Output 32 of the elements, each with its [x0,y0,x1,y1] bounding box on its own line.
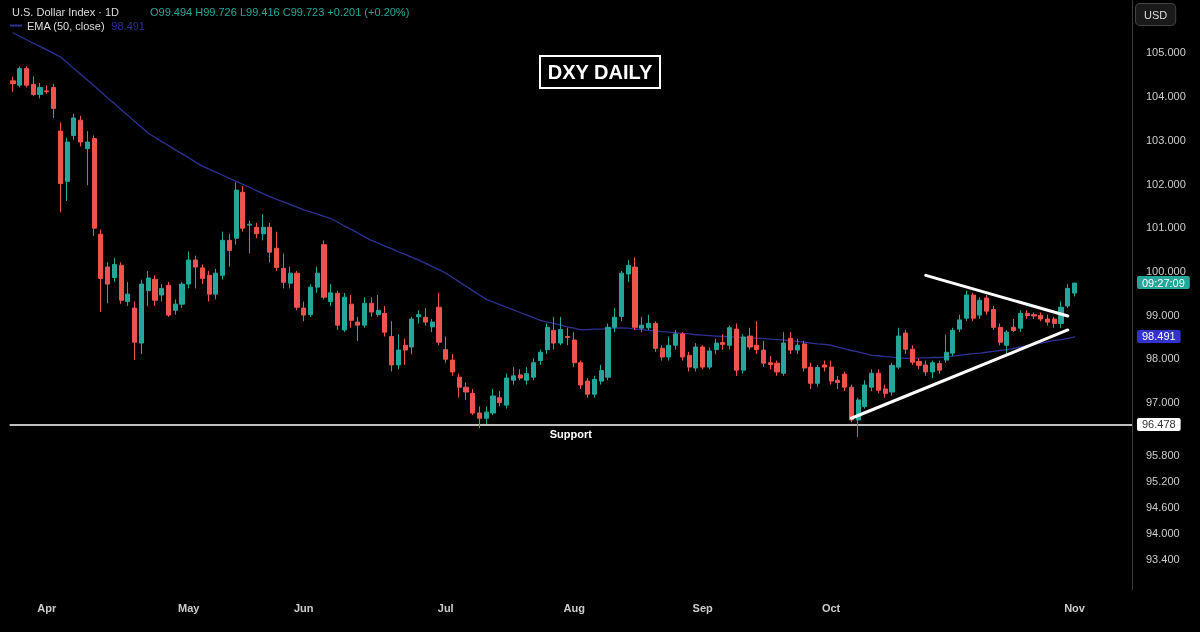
x-tick-label: Aug [563,601,585,614]
x-tick-label: Jun [293,601,314,614]
text: U.S. Dollar Index · 1D [12,5,120,18]
text: USD [1144,8,1168,21]
y-tick-label: 95.200 [1146,474,1180,487]
y-tick-label: 98.000 [1146,352,1180,365]
x-tick-label: Jul [437,601,454,614]
y-tick-label: 103.000 [1146,133,1186,146]
text: 09:27:09 [1142,276,1185,289]
y-tick-label: 94.000 [1146,527,1180,540]
y-tick-label: 105.000 [1146,46,1186,59]
y-tick-label: 99.000 [1146,308,1180,321]
y-tick-label: 101.000 [1146,221,1186,234]
ref-line-label: Support [549,428,593,441]
text: DXY DAILY [547,61,653,83]
text: 96.478 [1142,418,1176,431]
y-tick-label: 95.800 [1146,448,1180,461]
y-tick-label: 94.600 [1146,500,1180,513]
y-tick-label: 104.000 [1146,90,1186,103]
x-tick-label: Sep [692,601,714,614]
x-tick-label: Nov [1064,601,1086,614]
text: 98.491 [1142,330,1176,343]
annotation: O99.494 H99.726 L99.416 C99.723 +0.201 (+0.20%) [150,5,410,18]
x-tick-label: Oct [821,601,841,614]
y-tick-label: 97.000 [1146,396,1180,409]
x-tick-label: May [178,601,201,614]
annotation: 98.491 [111,19,146,32]
legend-label: EMA (50, close) [27,19,111,32]
y-tick-label: 93.400 [1146,553,1180,566]
y-tick-label: 102.000 [1146,177,1186,190]
y-tick-label: 100.000 [1146,264,1186,277]
x-tick-label: Apr [37,601,57,614]
